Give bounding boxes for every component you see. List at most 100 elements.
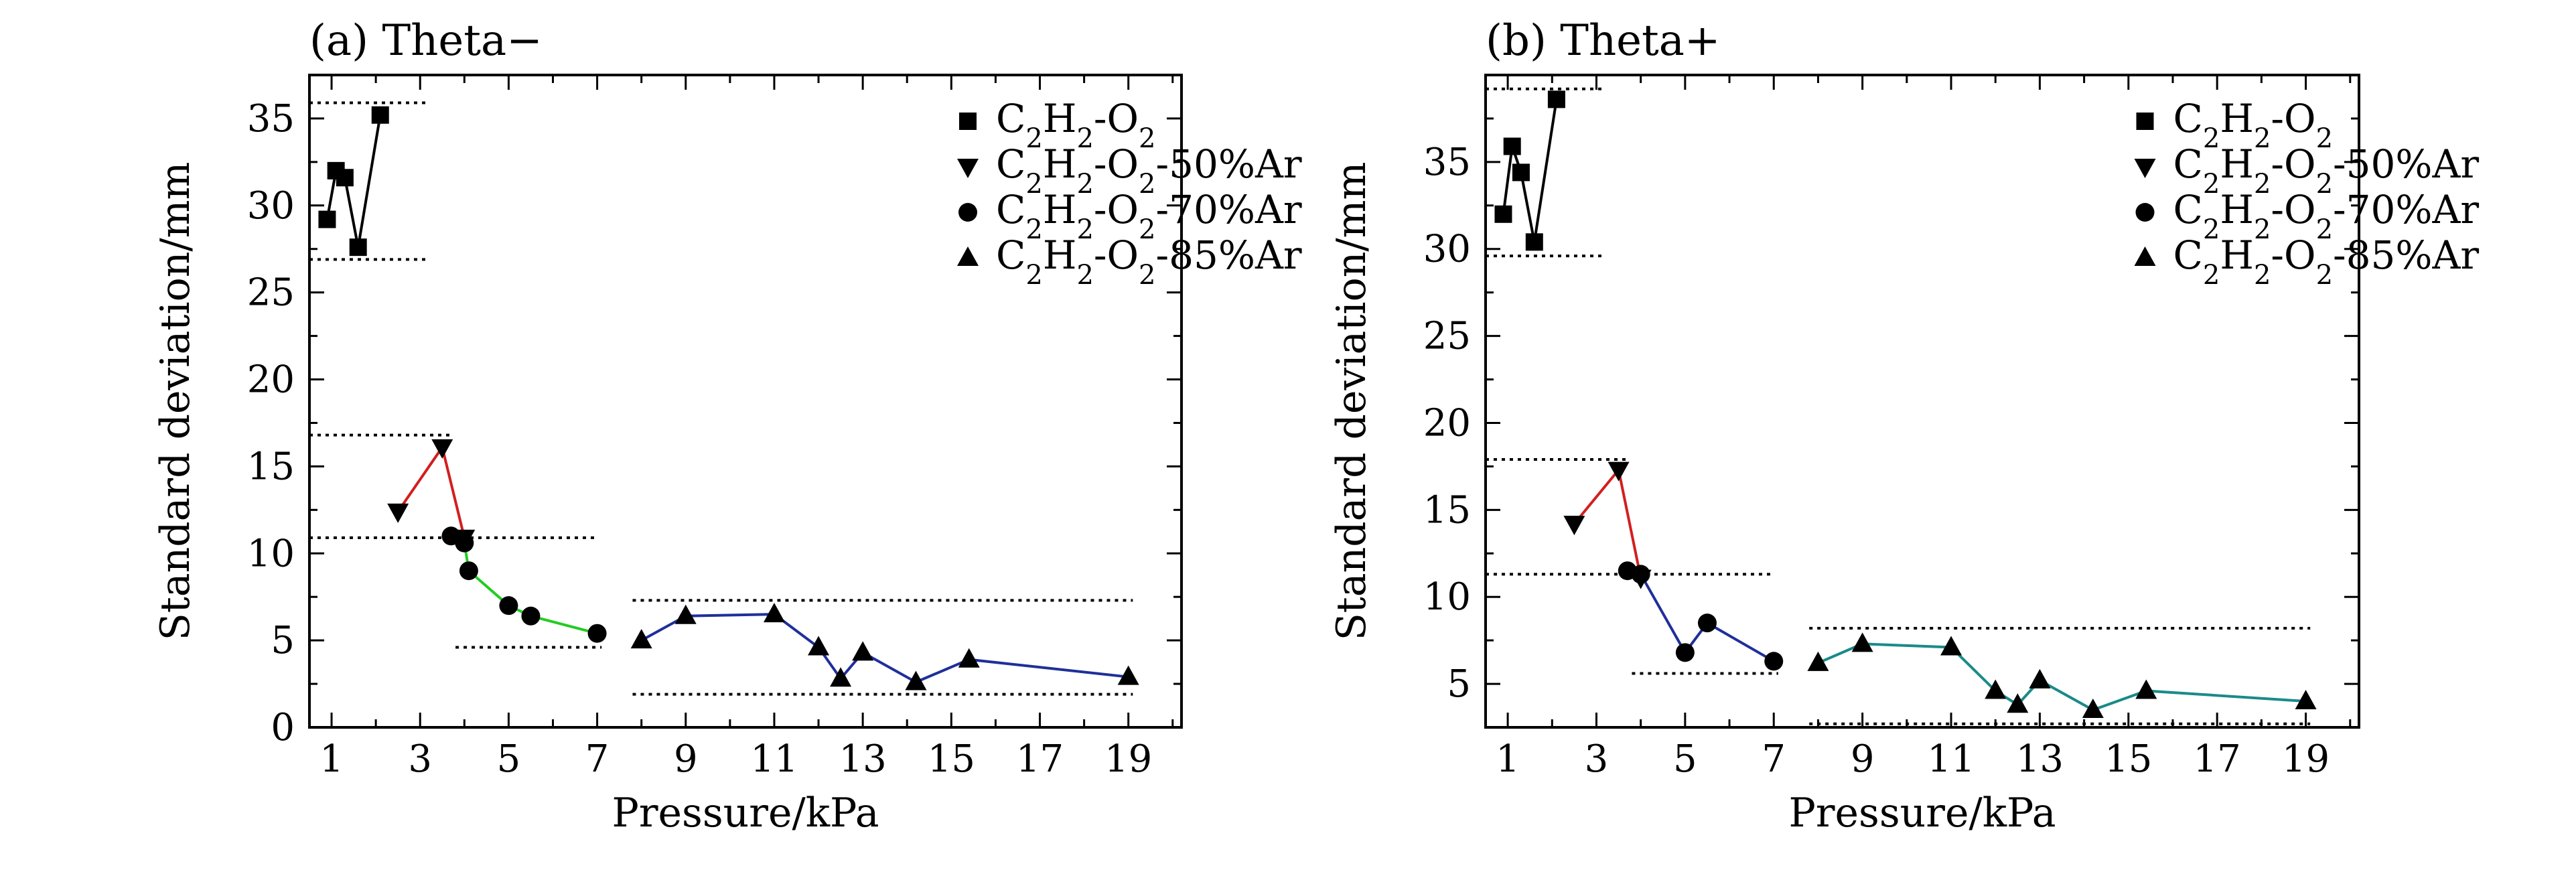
legend-subscript: 2 bbox=[2316, 260, 2333, 291]
legend-text: -O bbox=[1094, 187, 1139, 232]
legend-subscript: 2 bbox=[2203, 260, 2220, 291]
legend-entry: C2H2-O2-70%Ar bbox=[996, 187, 1302, 245]
y-axis-label: Standard deviation/mm bbox=[152, 162, 199, 641]
legend-text: -85%Ar bbox=[1156, 232, 1302, 278]
legend-subscript: 2 bbox=[1076, 169, 1093, 200]
x-tick-label: 11 bbox=[1927, 737, 1975, 781]
data-point bbox=[455, 533, 474, 553]
legend-subscript: 2 bbox=[2316, 123, 2333, 154]
legend-marker bbox=[2135, 203, 2155, 222]
data-point bbox=[905, 670, 927, 691]
legend-subscript: 2 bbox=[1139, 169, 1155, 200]
legend-subscript: 2 bbox=[1025, 169, 1042, 200]
legend-entry: C2H2-O2-85%Ar bbox=[2173, 232, 2480, 291]
data-point bbox=[1940, 636, 1962, 656]
y-tick-label: 10 bbox=[247, 532, 295, 575]
x-tick-label: 17 bbox=[2194, 737, 2241, 781]
x-tick-label: 1 bbox=[319, 737, 344, 781]
x-tick-label: 5 bbox=[497, 737, 521, 781]
legend-text: -70%Ar bbox=[2333, 187, 2479, 232]
data-point bbox=[1117, 665, 1139, 685]
plot-frame bbox=[308, 74, 1183, 729]
data-point bbox=[431, 439, 453, 459]
data-point bbox=[459, 561, 478, 581]
y-tick-label: 25 bbox=[247, 271, 295, 315]
y-axis-label: Standard deviation/mm bbox=[1328, 162, 1375, 641]
series-line bbox=[397, 444, 466, 538]
x-axis-label: Pressure/kPa bbox=[1789, 790, 2056, 837]
legend-subscript: 2 bbox=[2203, 169, 2220, 200]
data-point bbox=[2135, 679, 2157, 699]
data-point bbox=[1503, 137, 1521, 155]
series-line bbox=[1573, 467, 1642, 579]
legend-subscript: 2 bbox=[1139, 260, 1155, 291]
legend-text: H bbox=[1043, 96, 1077, 141]
data-point bbox=[2029, 668, 2051, 688]
x-tick-label: 3 bbox=[1585, 737, 1609, 781]
x-tick-label: 9 bbox=[674, 737, 698, 781]
data-point bbox=[1494, 205, 1512, 223]
legend-marker bbox=[2134, 159, 2156, 178]
x-tick-label: 1 bbox=[1496, 737, 1520, 781]
legend-marker bbox=[957, 246, 979, 266]
x-tick-label: 19 bbox=[2282, 737, 2330, 781]
legend-text: C bbox=[996, 141, 1025, 187]
legend-text: -O bbox=[2271, 232, 2315, 278]
plot-frame bbox=[1484, 74, 2360, 729]
y-tick-label: 15 bbox=[247, 445, 295, 488]
data-point bbox=[1764, 652, 1784, 671]
data-point bbox=[808, 636, 830, 656]
data-point bbox=[521, 606, 541, 626]
y-tick-label: 5 bbox=[271, 619, 295, 662]
legend-text: -O bbox=[1094, 232, 1139, 278]
legend-text: -50%Ar bbox=[1156, 141, 1302, 187]
legend-entry: C2H2-O2-70%Ar bbox=[2173, 187, 2480, 245]
legend-entry: C2H2-O2-50%Ar bbox=[996, 141, 1302, 200]
data-point bbox=[830, 667, 852, 687]
legend-subscript: 2 bbox=[1076, 214, 1093, 245]
x-tick-label: 19 bbox=[1104, 737, 1152, 781]
y-tick-label: 35 bbox=[247, 97, 295, 141]
data-point bbox=[2007, 693, 2029, 713]
legend-text: -85%Ar bbox=[2333, 232, 2479, 278]
legend-text: -50%Ar bbox=[2333, 141, 2479, 187]
data-point bbox=[630, 629, 652, 649]
data-point bbox=[371, 106, 389, 124]
chart-title: (b) Theta+ bbox=[1486, 16, 1721, 66]
x-tick-label: 15 bbox=[928, 737, 975, 781]
legend-text: -O bbox=[2271, 141, 2315, 187]
data-point bbox=[1547, 90, 1565, 108]
y-tick-label: 20 bbox=[1423, 401, 1471, 445]
y-tick-label: 30 bbox=[247, 184, 295, 228]
x-tick-label: 17 bbox=[1016, 737, 1064, 781]
x-tick-label: 11 bbox=[750, 737, 798, 781]
legend-text: H bbox=[2220, 187, 2254, 232]
legend-text: -O bbox=[1094, 96, 1139, 141]
legend-text: -70%Ar bbox=[1156, 187, 1302, 232]
y-tick-label: 5 bbox=[1447, 662, 1471, 706]
legend-text: H bbox=[2220, 141, 2254, 187]
legend-entry: C2H2-O2 bbox=[2173, 96, 2334, 154]
data-point bbox=[1631, 565, 1650, 584]
legend-subscript: 2 bbox=[2316, 214, 2333, 245]
legend-subscript: 2 bbox=[1139, 123, 1155, 154]
legend-marker bbox=[958, 203, 978, 222]
legend-marker bbox=[2134, 246, 2156, 266]
legend-text: C bbox=[996, 232, 1025, 278]
data-point bbox=[587, 624, 607, 643]
data-point bbox=[2082, 699, 2104, 719]
data-point bbox=[674, 604, 697, 624]
legend-subscript: 2 bbox=[2203, 214, 2220, 245]
legend-subscript: 2 bbox=[2316, 169, 2333, 200]
x-tick-label: 3 bbox=[408, 737, 432, 781]
data-point bbox=[1563, 516, 1585, 536]
legend-subscript: 2 bbox=[2254, 123, 2271, 154]
legend-entry: C2H2-O2-50%Ar bbox=[2173, 141, 2480, 200]
legend-subscript: 2 bbox=[1076, 260, 1093, 291]
data-point bbox=[387, 503, 409, 523]
y-tick-label: 20 bbox=[247, 358, 295, 402]
y-tick-label: 35 bbox=[1423, 141, 1471, 184]
legend-entry: C2H2-O2-85%Ar bbox=[996, 232, 1302, 291]
legend-text: C bbox=[996, 96, 1025, 141]
